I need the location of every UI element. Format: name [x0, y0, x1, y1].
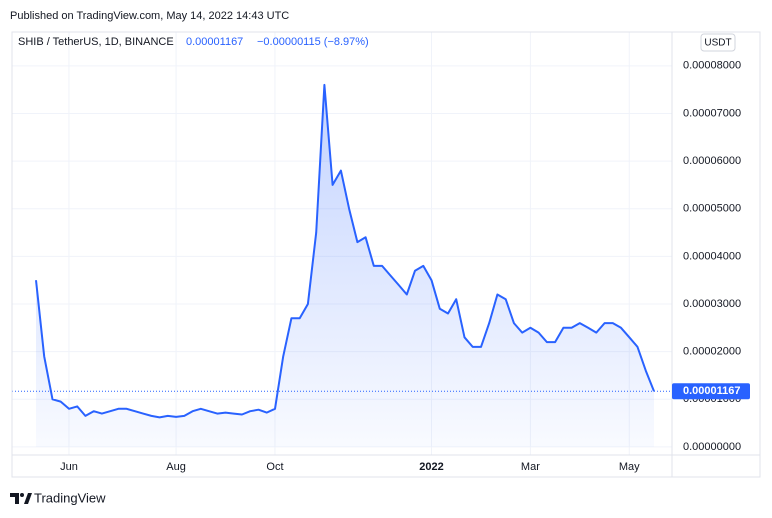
brand: TradingView — [34, 490, 106, 505]
x-tick-label: Oct — [266, 461, 283, 473]
last-price-label: 0.00001167 — [683, 385, 741, 397]
y-tick-label: 0.00004000 — [683, 250, 741, 262]
frame — [11, 31, 761, 478]
y-tick-label: 0.00006000 — [683, 155, 741, 167]
x-tick-label: May — [619, 461, 640, 473]
x-tick-label: Mar — [521, 461, 540, 473]
price: 0.00001167 — [186, 36, 243, 48]
logo — [10, 493, 32, 504]
y-tick-label: 0.00003000 — [683, 298, 741, 310]
y-tick-label: 0.00007000 — [683, 107, 741, 119]
y-tick-label: 0.00000000 — [683, 441, 741, 453]
plot — [12, 83, 672, 447]
symbol: SHIB / TetherUS, 1D, BINANCE — [18, 36, 174, 48]
y-tick-label: 0.00002000 — [683, 346, 741, 358]
y-tick-label: 0.00005000 — [683, 203, 741, 215]
price-line — [35, 83, 655, 419]
y-tick-label: 0.00008000 — [683, 60, 741, 72]
x-tick-label: Jun — [60, 461, 78, 473]
last-price-tag — [672, 383, 750, 400]
currency[interactable]: USDT — [704, 38, 731, 49]
change: −0.00000115 (−8.97%) — [257, 36, 369, 48]
x-tick-label: 2022 — [419, 461, 443, 473]
x-tick-label: Aug — [166, 461, 186, 473]
published: Published on TradingView.com, May 14, 20… — [10, 10, 289, 22]
area-fill — [36, 84, 654, 447]
currency-button[interactable] — [700, 33, 736, 52]
